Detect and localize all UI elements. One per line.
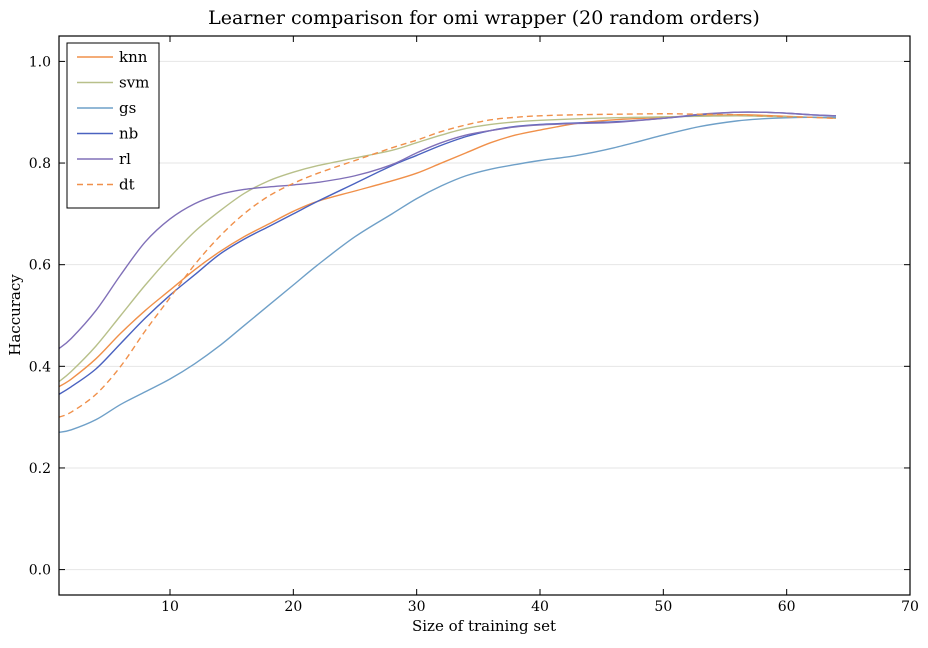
series-line-rl: [58, 111, 837, 350]
series-line-gs: [58, 116, 837, 434]
legend-label-svm: svm: [119, 74, 149, 92]
legend: knn svm gs nb rl dt: [66, 42, 160, 209]
series-lines: [58, 111, 837, 434]
legend-label-rl: rl: [119, 150, 131, 168]
x-tick-label: 70: [901, 599, 919, 615]
y-tick-label: 0.6: [29, 258, 51, 274]
x-tick-label: 40: [531, 599, 549, 615]
y-tick-label: 1.0: [29, 54, 51, 70]
series-line-nb: [58, 111, 837, 395]
x-tick-label: 60: [778, 599, 796, 615]
x-tick-label: 50: [654, 599, 672, 615]
series-line-knn: [58, 114, 837, 388]
y-tick-label: 0.4: [29, 359, 51, 375]
y-tick-label: 0.8: [29, 156, 51, 172]
y-tick-label: 0.0: [29, 563, 51, 579]
y-axis-label: Haccuracy: [6, 274, 24, 356]
series-line-svm: [58, 115, 837, 383]
axis-ticks: 0.0 0.2 0.4 0.6 0.8 1.0 10 20 30 40 50 60 70: [29, 36, 919, 615]
legend-label-nb: nb: [119, 125, 138, 143]
x-axis-label: Size of training set: [412, 617, 556, 635]
x-tick-label: 20: [284, 599, 302, 615]
y-tick-label: 0.2: [29, 461, 51, 477]
x-tick-label: 10: [161, 599, 179, 615]
x-tick-label: 30: [408, 599, 426, 615]
legend-label-knn: knn: [119, 48, 148, 66]
grid-lines: [59, 60, 910, 571]
legend-label-dt: dt: [119, 176, 135, 194]
legend-label-gs: gs: [119, 99, 136, 117]
plot-frame: [58, 35, 911, 596]
chart-title: Learner comparison for omi wrapper (20 r…: [208, 7, 760, 29]
legend-box: [66, 42, 160, 209]
series-line-dt: [58, 113, 837, 418]
